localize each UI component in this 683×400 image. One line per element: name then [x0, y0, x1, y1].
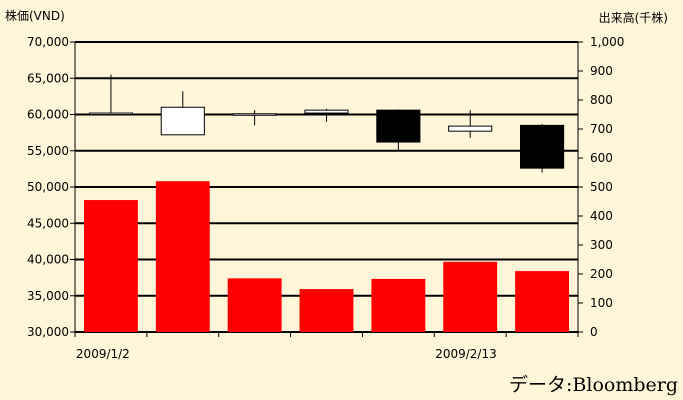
volume-bar	[515, 271, 570, 332]
right-tick-label: 300	[590, 238, 613, 252]
left-tick-label: 60,000	[27, 108, 69, 122]
left-tick-label: 70,000	[27, 35, 69, 49]
right-tick-label: 100	[590, 296, 613, 310]
volume-bar	[443, 261, 498, 332]
left-tick-label: 65,000	[27, 71, 69, 85]
candle-body	[160, 106, 205, 136]
candle-body	[304, 109, 349, 114]
right-tick-label: 400	[590, 209, 613, 223]
volume-bar	[299, 289, 354, 332]
volume-bar	[227, 278, 282, 332]
source-note: データ:Bloomberg	[509, 374, 678, 396]
axes: 70,000 65,000 60,000 55,000 50,000 45,000 40,0…	[27, 35, 624, 361]
right-tick-label: 1,000	[590, 35, 624, 49]
left-tick-label: 40,000	[27, 253, 69, 267]
candle-body	[520, 124, 565, 169]
right-tick-label: 700	[590, 122, 613, 136]
candle-body	[376, 109, 421, 143]
x-tick-label: 2009/2/13	[435, 347, 497, 361]
volume-bar	[155, 181, 210, 332]
x-tick-label: 2009/1/2	[76, 347, 130, 361]
left-tick-label: 55,000	[27, 144, 69, 158]
grid	[75, 41, 578, 333]
right-tick-label: 500	[590, 180, 613, 194]
right-tick-label: 800	[590, 93, 613, 107]
candle-body	[448, 125, 493, 132]
candlesticks	[88, 74, 565, 173]
right-tick-label: 600	[590, 151, 613, 165]
volume-bar	[371, 278, 426, 332]
candle-body	[88, 112, 133, 116]
left-tick-label: 35,000	[27, 289, 69, 303]
candle-body	[232, 113, 277, 116]
right-tick-label: 900	[590, 64, 613, 78]
left-tick-label: 50,000	[27, 180, 69, 194]
volume-bars	[83, 181, 570, 332]
left-tick-label: 30,000	[27, 325, 69, 339]
right-tick-label: 0	[590, 325, 598, 339]
right-axis-title: 出来高(千株)	[599, 10, 668, 25]
left-axis-title: 株価(VND)	[5, 8, 65, 23]
right-tick-label: 200	[590, 267, 613, 281]
left-tick-label: 45,000	[27, 216, 69, 230]
volume-bar	[83, 200, 138, 332]
